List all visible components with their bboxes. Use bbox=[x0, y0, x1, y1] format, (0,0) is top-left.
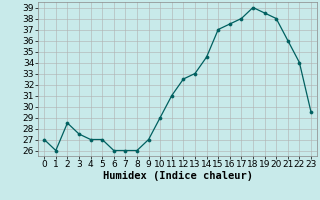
X-axis label: Humidex (Indice chaleur): Humidex (Indice chaleur) bbox=[103, 171, 252, 181]
